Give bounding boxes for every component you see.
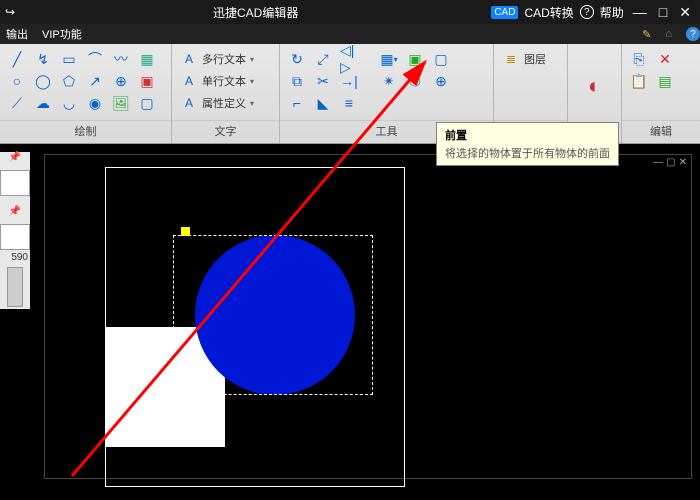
panel-label: 文字: [172, 120, 279, 143]
panel-label: 绘制: [0, 120, 171, 143]
menu-vip[interactable]: VIP功能: [42, 26, 82, 42]
layer-icon: ≣: [502, 50, 520, 68]
scrollbar[interactable]: [7, 267, 23, 307]
mtext-icon: A: [180, 50, 198, 68]
paste-icon[interactable]: 📋: [630, 72, 648, 90]
ruler2: [0, 224, 30, 250]
title-bar: ↪ 迅捷CAD编辑器 CAD CAD转换 ? 帮助 — □ ✕: [0, 0, 700, 24]
cad-badge-icon: CAD: [491, 6, 518, 19]
point-icon[interactable]: ⊕: [112, 72, 130, 90]
stext-button[interactable]: A单行文本▾: [180, 72, 271, 90]
minimize-button[interactable]: —: [630, 4, 650, 20]
workspace: 📌 📌 590 —▢✕: [0, 144, 700, 500]
cloud-icon[interactable]: ☁: [34, 94, 52, 112]
help-icon[interactable]: ?: [580, 5, 594, 19]
panel-text: A多行文本▾ A单行文本▾ A属性定义▾ 文字: [172, 44, 280, 143]
close-button[interactable]: ✕: [676, 4, 694, 21]
ruler: [0, 170, 30, 196]
mtext-button[interactable]: A多行文本▾: [180, 50, 271, 68]
arc2-icon[interactable]: ◡: [60, 94, 78, 112]
break-icon[interactable]: ⎋: [406, 72, 424, 90]
offset-icon[interactable]: ⧉: [288, 72, 306, 90]
join-icon[interactable]: ⊕: [432, 72, 450, 90]
image-icon[interactable]: 🖼: [112, 94, 130, 112]
help-label[interactable]: 帮助: [600, 4, 624, 21]
ellipse-icon[interactable]: ◯: [34, 72, 52, 90]
menu-help-icon[interactable]: ?: [686, 27, 700, 41]
selection-handle[interactable]: [181, 227, 190, 236]
selection-box: [173, 235, 373, 395]
fillet-icon[interactable]: ⌐: [288, 94, 306, 112]
ray-icon[interactable]: ↗: [86, 72, 104, 90]
rect-icon[interactable]: ▭: [60, 50, 78, 68]
circle-icon[interactable]: ○: [8, 72, 26, 90]
attdef-icon: A: [180, 94, 198, 112]
delete-icon[interactable]: ✕: [656, 50, 674, 68]
send-back-icon[interactable]: ▢: [432, 50, 450, 68]
side-gutter: 📌 📌 590: [0, 152, 30, 309]
scale-icon[interactable]: ⤢: [314, 50, 332, 68]
chamfer-icon[interactable]: ◣: [314, 94, 332, 112]
gap2: [366, 72, 372, 90]
panel-draw: ╱ ↯ ▭ ⌒ 〰 ▦ ○ ◯ ⬠ ↗ ⊕ ▣ ⟋ ☁ ◡ ◉ 🖼 ▢: [0, 44, 172, 143]
layer-button[interactable]: ≣图层: [502, 50, 559, 68]
array-icon[interactable]: ▦▾: [380, 50, 398, 68]
align-icon[interactable]: ≡: [340, 94, 358, 112]
props-icon[interactable]: ▤: [656, 72, 674, 90]
maximize-button[interactable]: □: [656, 4, 670, 20]
panel-edit: ⎘ ✕ 📋 ▤ 编辑: [622, 44, 700, 143]
toolbar-icon[interactable]: ⌂: [665, 28, 672, 40]
canvas[interactable]: —▢✕: [44, 154, 692, 479]
color-wheel-icon[interactable]: ◐: [586, 77, 604, 95]
ruler-value: 590: [0, 250, 30, 265]
attdef-button[interactable]: A属性定义▾: [180, 94, 271, 112]
ribbon: ╱ ↯ ▭ ⌒ 〰 ▦ ○ ◯ ⬠ ↗ ⊕ ▣ ⟋ ☁ ◡ ◉ 🖼 ▢: [0, 44, 700, 144]
redo-icon[interactable]: ↪: [0, 5, 20, 19]
hatch-icon[interactable]: ▦: [138, 50, 156, 68]
copy-icon[interactable]: ⎘: [630, 50, 648, 68]
donut-icon[interactable]: ◉: [86, 94, 104, 112]
app-title: 迅捷CAD编辑器: [20, 4, 491, 21]
line-icon[interactable]: ╱: [8, 50, 26, 68]
stext-icon: A: [180, 72, 198, 90]
rotate-icon[interactable]: ↻: [288, 50, 306, 68]
pin-icon[interactable]: 📌: [0, 152, 30, 166]
tooltip-title: 前置: [445, 127, 610, 143]
polygon-icon[interactable]: ⬠: [60, 72, 78, 90]
xline-icon[interactable]: ⟋: [8, 94, 26, 112]
region-icon[interactable]: ▣: [138, 72, 156, 90]
explode-icon[interactable]: ✴: [380, 72, 398, 90]
mirror-icon[interactable]: ◁|▷: [340, 50, 358, 68]
cad-convert-link[interactable]: CAD转换: [524, 4, 573, 21]
polyline-icon[interactable]: ↯: [34, 50, 52, 68]
menu-output[interactable]: 输出: [6, 26, 28, 42]
gap1: [366, 50, 372, 68]
trim-icon[interactable]: ✂: [314, 72, 332, 90]
panel-label: 编辑: [622, 120, 700, 143]
arc-icon[interactable]: ⌒: [86, 50, 104, 68]
menu-bar: 输出 VIP功能 ✎ ⌂ ?: [0, 24, 700, 44]
spline-icon[interactable]: 〰: [112, 50, 130, 68]
tooltip-body: 将选择的物体置于所有物体的前面: [445, 145, 610, 161]
toolbar-icon[interactable]: ✎: [642, 28, 651, 41]
pin-icon[interactable]: 📌: [0, 206, 30, 220]
viewport-controls[interactable]: —▢✕: [653, 157, 687, 168]
bring-front-icon[interactable]: ▣: [406, 50, 424, 68]
extend-icon[interactable]: →|: [340, 72, 358, 90]
tooltip: 前置 将选择的物体置于所有物体的前面: [436, 122, 619, 166]
block-icon[interactable]: ▢: [138, 94, 156, 112]
